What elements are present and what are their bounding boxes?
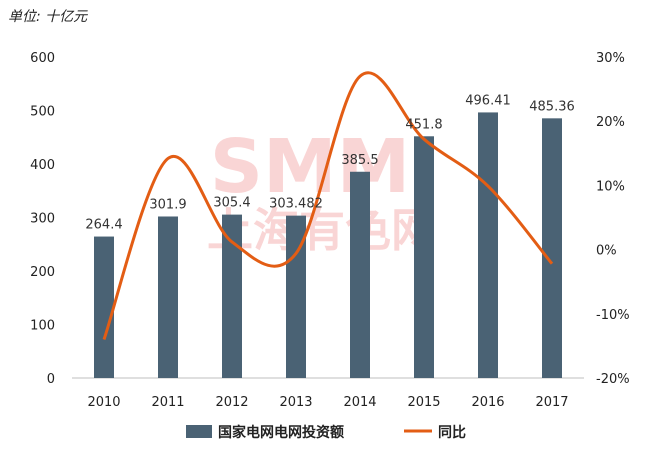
watermark-smm: SMM: [210, 124, 411, 210]
bar-data-label: 496.41: [465, 93, 511, 108]
x-tick: 2015: [407, 395, 440, 410]
y-right-tick: 30%: [596, 51, 625, 66]
y-left-tick: 100: [30, 319, 55, 334]
y-right-tick: 10%: [596, 179, 625, 194]
bar-data-label: 451.8: [405, 117, 442, 132]
y-left-tick: 0: [47, 372, 55, 387]
unit-label: 单位: 十亿元: [8, 9, 88, 25]
data-labels: 264.4 301.9 305.4 303.482 385.5 451.8 496.41 48…: [85, 93, 574, 232]
x-tick: 2011: [151, 395, 184, 410]
bar: [222, 214, 242, 378]
y-right-tick: -10%: [596, 308, 630, 323]
x-tick: 2017: [535, 395, 568, 410]
bar: [286, 215, 306, 378]
y-left-tick: 600: [30, 51, 55, 66]
y-left-tick: 400: [30, 158, 55, 173]
bar-series: [94, 112, 562, 378]
watermark: SMM 上海有色网: [207, 124, 437, 257]
y-left-tick: 300: [30, 212, 55, 227]
bar-data-label: 305.4: [213, 196, 250, 211]
axes: 0 100 200 300 400 500 600 -20% -10% 0% 10% 20% 30% 20…: [30, 51, 629, 410]
legend-swatch-bar: [186, 425, 212, 438]
bar-data-label: 301.9: [149, 197, 186, 212]
yoy-line: [102, 71, 554, 340]
x-tick: 2014: [343, 395, 376, 410]
legend-label-line: 同比: [438, 424, 466, 441]
bar: [542, 118, 562, 378]
line-series: [102, 71, 554, 340]
x-tick: 2016: [471, 395, 504, 410]
y-right-tick: 0%: [596, 244, 617, 259]
bar-data-label: 385.5: [341, 153, 378, 168]
bar-data-label: 303.482: [269, 197, 323, 212]
bar: [158, 216, 178, 378]
legend: 国家电网电网投资额 同比: [186, 424, 466, 441]
x-tick: 2012: [215, 395, 248, 410]
bar: [478, 112, 498, 378]
bar: [94, 236, 114, 378]
legend-label-bar: 国家电网电网投资额: [218, 424, 344, 441]
y-left-tick: 200: [30, 265, 55, 280]
y-right-tick: 20%: [596, 115, 625, 130]
x-tick: 2010: [87, 395, 120, 410]
y-left-tick: 500: [30, 105, 55, 120]
y-right-tick: -20%: [596, 372, 630, 387]
bar-data-label: 264.4: [85, 218, 122, 233]
bar: [414, 136, 434, 378]
bar: [350, 171, 370, 378]
watermark-cn: 上海有色网: [207, 203, 437, 257]
x-tick: 2013: [279, 395, 312, 410]
bar-data-label: 485.36: [529, 99, 575, 114]
